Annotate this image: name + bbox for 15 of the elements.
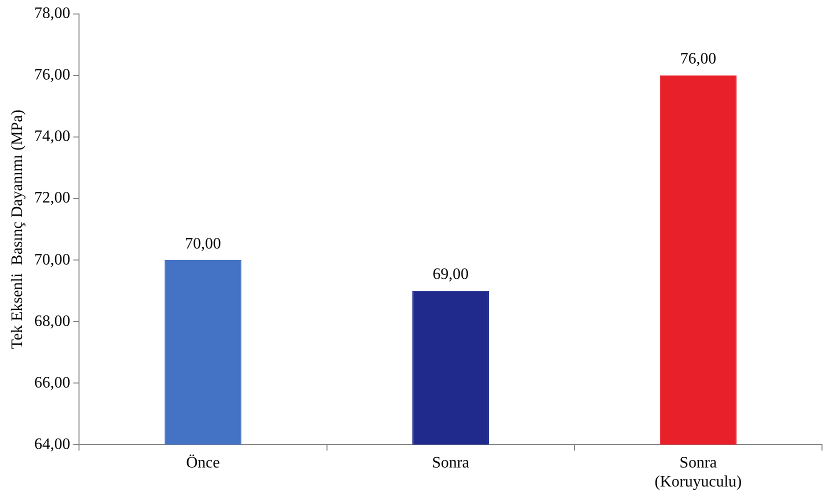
data-label: 76,00 [680, 50, 716, 68]
y-tick-label: 70,00 [34, 251, 70, 268]
data-label: 70,00 [185, 235, 221, 252]
y-tick-label: 78,00 [34, 5, 70, 22]
y-tick-label: 76,00 [34, 66, 70, 84]
y-axis-title: Tek Eksenli Basınç Dayanımı (MPa) [8, 110, 26, 349]
x-tick-label: Sonra [432, 454, 470, 472]
y-tick-label: 72,00 [34, 190, 70, 207]
y-tick-label: 68,00 [34, 312, 70, 330]
y-tick-label: 64,00 [34, 436, 70, 453]
y-tick-label: 66,00 [34, 374, 70, 392]
x-tick-label: Sonra (Koruyuculu) [654, 454, 742, 491]
x-tick-label: Önce [186, 454, 220, 472]
y-tick-label: 74,00 [34, 128, 70, 146]
data-label: 69,00 [432, 266, 469, 284]
